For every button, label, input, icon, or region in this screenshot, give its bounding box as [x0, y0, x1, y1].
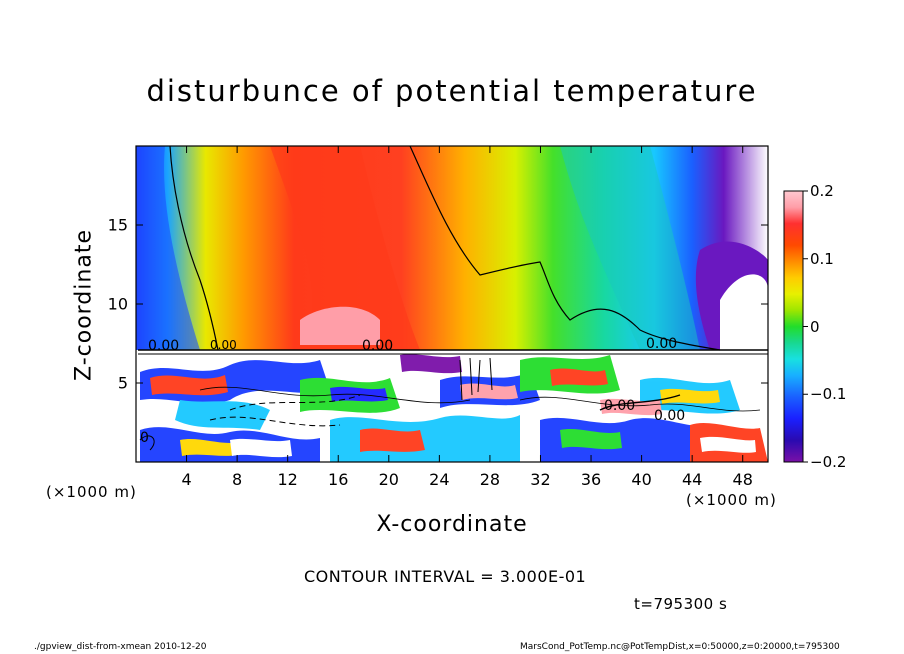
x-tick-label: 32	[530, 470, 551, 489]
x-tick-label: 48	[732, 470, 753, 489]
x-tick-label: 8	[232, 470, 243, 489]
chart-title: disturbunce of potential temperature	[146, 74, 758, 108]
colorbar-tick-label: 0	[810, 317, 820, 336]
x-tick-label: 24	[429, 470, 450, 489]
x-axis-unit: (×1000 m)	[686, 491, 777, 509]
colorbar	[783, 190, 804, 463]
x-axis-label: X-coordinate	[376, 512, 528, 537]
colorbar-tick-label: 0.1	[810, 249, 834, 268]
time-label: t=795300 s	[634, 595, 728, 613]
footer-right: MarsCond_PotTemp.nc@PotTempDist,x=0:5000…	[520, 642, 840, 652]
contour-label: 0.00	[148, 338, 180, 354]
x-tick-label: 36	[580, 470, 602, 489]
x-tick-label: 4	[181, 470, 192, 489]
contour-label: 0.00	[654, 408, 686, 424]
contour-label: 0.00	[210, 338, 237, 352]
colorbar-tick-label: −0.2	[810, 453, 847, 471]
y-tick-label: 5	[117, 373, 128, 393]
contour-label: 0.00	[604, 398, 636, 414]
y-axis-label: Z-coordinate	[71, 229, 97, 381]
x-tick-label: 20	[378, 470, 399, 489]
x-tick-label: 16	[328, 470, 349, 489]
y-axis-unit: (×1000 m)	[46, 483, 137, 501]
contour-label: 0.00	[362, 338, 394, 354]
contour-label: 0	[140, 430, 149, 446]
x-tick-label: 12	[277, 470, 298, 489]
x-tick-label: 40	[631, 470, 652, 489]
contour-label: 0.00	[646, 336, 678, 352]
colorbar-tick-label: −0.1	[810, 385, 847, 404]
colorbar-ticks	[803, 190, 808, 463]
y-axis-ticks	[136, 224, 768, 384]
x-tick-label: 44	[681, 470, 703, 489]
x-axis-ticks	[186, 146, 744, 462]
y-tick-label: 15	[107, 215, 128, 235]
contour-interval: CONTOUR INTERVAL = 3.000E-01	[304, 567, 587, 586]
colorbar-tick-label: 0.2	[810, 182, 834, 200]
heatmap-field	[136, 146, 768, 462]
y-tick-label: 10	[107, 294, 128, 314]
footer-left: ./gpview_dist-from-xmean 2010-12-20	[34, 642, 207, 652]
x-tick-label: 28	[479, 470, 501, 489]
